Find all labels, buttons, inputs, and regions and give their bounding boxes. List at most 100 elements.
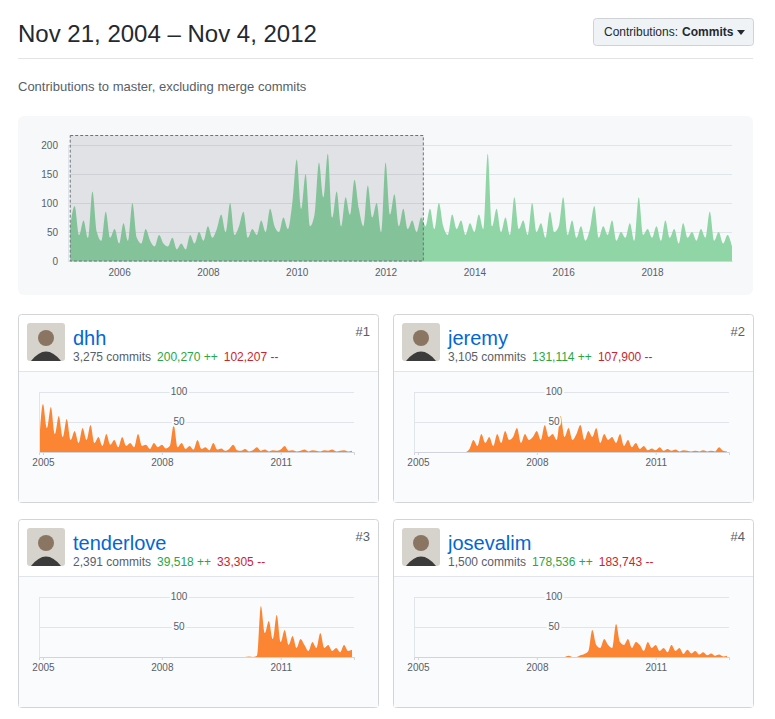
contributor-stats: 3,105 commits131,114 ++107,900 -- xyxy=(448,350,653,364)
y-tick-label: 50 xyxy=(47,227,59,238)
commit-count: 2,391 commits xyxy=(73,555,151,569)
y-tick-label: 100 xyxy=(41,198,58,209)
x-axis: 200520082011 xyxy=(407,657,729,673)
y-tick-label: 100 xyxy=(171,591,188,602)
x-tick: 2018 xyxy=(641,261,664,278)
y-tick-label: 50 xyxy=(173,416,185,427)
x-tick-mark xyxy=(43,452,44,455)
subtitle: Contributions to master, excluding merge… xyxy=(18,79,307,94)
x-tick-label: 2005 xyxy=(32,457,55,468)
y-tick: 100 xyxy=(41,198,68,209)
contributions-button[interactable]: Contributions: Commits xyxy=(594,19,754,46)
x-tick: 2005 xyxy=(407,452,430,468)
x-tick-label: 2018 xyxy=(641,267,664,278)
y-axis: 50 100 xyxy=(171,386,188,427)
contributor-name[interactable]: josevalim xyxy=(447,532,531,554)
contributor-stats: 2,391 commits39,518 ++33,305 -- xyxy=(73,555,265,569)
x-tick-mark xyxy=(418,452,419,455)
avatar[interactable] xyxy=(27,323,65,361)
x-tick: 2011 xyxy=(645,452,667,468)
card-chart-bg xyxy=(394,577,753,707)
y-tick-label: 50 xyxy=(173,621,185,632)
card-divider xyxy=(19,371,378,372)
avatar-bg[interactable] xyxy=(27,528,65,566)
x-tick-label: 2011 xyxy=(270,662,292,673)
y-tick-label: 150 xyxy=(41,169,58,180)
commit-count: 3,275 commits xyxy=(73,350,151,364)
avatar-bg[interactable] xyxy=(27,323,65,361)
avatar-head[interactable] xyxy=(413,535,429,551)
x-tick: 2008 xyxy=(526,657,549,673)
y-tick: 200 xyxy=(41,140,68,151)
avatar-body[interactable] xyxy=(31,557,61,567)
x-tick-label: 2014 xyxy=(464,267,487,278)
avatar-head[interactable] xyxy=(413,330,429,346)
button-caret[interactable] xyxy=(737,30,745,35)
y-axis-line xyxy=(68,146,69,262)
button-box[interactable] xyxy=(594,19,754,46)
contributor-rank: #1 xyxy=(356,324,370,339)
grid-line xyxy=(414,392,729,393)
contributor-card: josevalim1,500 commits178,536 ++183,743 … xyxy=(394,520,754,708)
y-axis: 50100 xyxy=(546,591,563,632)
button-value[interactable]: Commits xyxy=(682,25,734,39)
x-tick-mark xyxy=(537,657,538,660)
deletions: 102,207 -- xyxy=(224,350,279,364)
selection-brush[interactable] xyxy=(70,136,423,262)
x-tick: 2011 xyxy=(270,452,292,468)
x-axis-line xyxy=(415,453,730,456)
x-tick-mark xyxy=(656,657,657,660)
avatar[interactable] xyxy=(402,528,440,566)
avatar-body[interactable] xyxy=(406,352,436,362)
x-tick-label: 2006 xyxy=(108,267,131,278)
y-tick: 150 xyxy=(41,169,68,180)
x-tick-label: 2008 xyxy=(526,662,549,673)
contributor-rank: #4 xyxy=(731,529,745,544)
avatar[interactable] xyxy=(27,528,65,566)
card-box xyxy=(394,520,754,708)
avatar-bg[interactable] xyxy=(402,528,440,566)
x-tick-label: 2010 xyxy=(286,267,309,278)
contributor-stats: 3,275 commits200,270 ++102,207 -- xyxy=(73,350,278,364)
avatar-body[interactable] xyxy=(31,352,61,362)
additions: 178,536 ++ xyxy=(532,555,593,569)
chart: 20052008201150100 xyxy=(32,591,354,673)
x-tick: 2005 xyxy=(32,452,55,468)
x-tick-mark xyxy=(656,452,657,455)
card-divider xyxy=(394,371,753,372)
contributor-card: dhh3,275 commits200,270 ++102,207 -- #1 xyxy=(19,315,379,503)
x-tick-label: 2008 xyxy=(526,457,549,468)
additions: 131,114 ++ xyxy=(532,350,592,364)
avatar[interactable] xyxy=(402,323,440,361)
grid-line xyxy=(414,597,729,598)
x-tick-label: 2012 xyxy=(375,267,398,278)
x-tick-mark xyxy=(537,452,538,455)
grid-line xyxy=(39,392,354,393)
contributor-name[interactable]: jeremy xyxy=(447,327,508,349)
contributor-name[interactable]: tenderlove xyxy=(73,532,166,554)
y-tick: 50 xyxy=(47,227,68,238)
page-title: Nov 21, 2004 – Nov 4, 2012 xyxy=(18,20,317,47)
y-tick-label: 200 xyxy=(41,140,58,151)
x-tick-mark xyxy=(43,657,44,660)
x-tick-label: 2008 xyxy=(151,457,174,468)
grid-line xyxy=(414,422,729,423)
avatar-head[interactable] xyxy=(38,330,54,346)
x-axis-line xyxy=(40,453,355,456)
avatar-body[interactable] xyxy=(406,557,436,567)
y-tick-label: 100 xyxy=(171,386,188,397)
x-tick: 2008 xyxy=(151,657,174,673)
avatar-head[interactable] xyxy=(38,535,54,551)
card-divider xyxy=(394,576,753,577)
x-tick-mark xyxy=(418,657,419,660)
chart: 20052008201150100 xyxy=(407,591,729,673)
avatar-bg[interactable] xyxy=(402,323,440,361)
card-chart-bg xyxy=(394,372,753,502)
plot-area xyxy=(414,624,727,657)
x-tick-label: 2011 xyxy=(645,662,667,673)
contributor-name[interactable]: dhh xyxy=(73,327,106,349)
button-text[interactable]: Contributions: Commits xyxy=(604,25,734,39)
x-axis: 2005 2008 2011 xyxy=(407,452,729,468)
deletions: 33,305 -- xyxy=(217,555,265,569)
button-label[interactable]: Contributions: xyxy=(604,25,678,39)
